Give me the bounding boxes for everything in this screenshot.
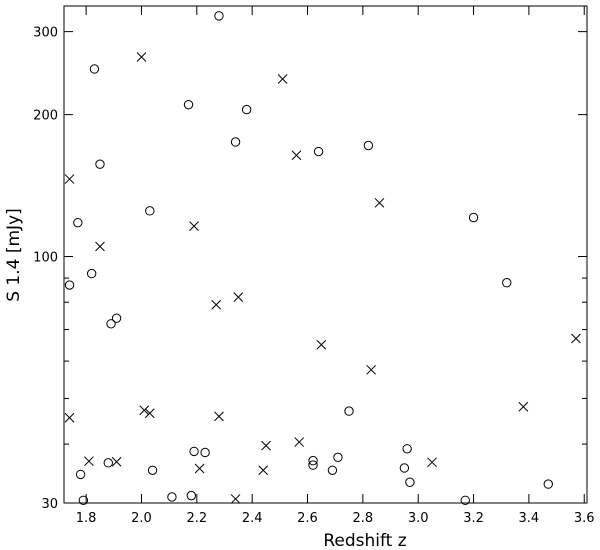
x-tick-label: 2.6 bbox=[297, 511, 318, 526]
cross-point bbox=[233, 292, 244, 303]
circle-point bbox=[111, 313, 122, 323]
cross-point bbox=[571, 333, 581, 344]
cross-point bbox=[95, 241, 105, 252]
x-tick-label: 3.2 bbox=[463, 511, 484, 526]
circle-point bbox=[308, 455, 318, 466]
x-tick-label: 2.0 bbox=[131, 511, 152, 526]
circle-point bbox=[241, 104, 252, 115]
y-tick-label: 200 bbox=[33, 109, 58, 124]
circle-point bbox=[103, 458, 113, 468]
cross-point bbox=[136, 52, 147, 62]
cross-point bbox=[230, 494, 241, 504]
circle-point bbox=[64, 280, 75, 290]
cross-point bbox=[214, 411, 224, 422]
x-tick-label: 3.4 bbox=[519, 511, 540, 526]
circle-point bbox=[460, 495, 470, 505]
circle-point bbox=[313, 146, 324, 157]
x-tick-label: 3.0 bbox=[408, 511, 429, 526]
cross-point bbox=[291, 150, 302, 161]
circle-point bbox=[95, 159, 105, 169]
circle-point bbox=[327, 465, 338, 475]
axis-ticks: 1.8 2.0 2.2 2.4 2.6 2.8 3.0 3.2 3.4 3.6 30 100 200 30… bbox=[33, 6, 595, 526]
plot-frame bbox=[63, 5, 588, 504]
cross-point bbox=[258, 465, 269, 476]
circle-point bbox=[308, 460, 318, 470]
circle-point bbox=[73, 217, 83, 228]
cross-point bbox=[211, 299, 222, 310]
circle-point bbox=[502, 277, 512, 288]
circle-point bbox=[86, 268, 97, 279]
x-tick-label: 2.4 bbox=[242, 511, 263, 526]
circle-point bbox=[402, 444, 412, 454]
cross-point bbox=[111, 456, 122, 467]
circle-point bbox=[78, 495, 89, 505]
circle-point bbox=[399, 463, 410, 473]
circle-point bbox=[89, 64, 100, 74]
cross-point bbox=[294, 437, 305, 447]
cross-point bbox=[64, 412, 75, 423]
y-axis-label: S 1.4 [mJy] bbox=[4, 208, 24, 302]
cross-point bbox=[277, 74, 288, 84]
circle-point bbox=[106, 319, 116, 329]
cross-point bbox=[189, 221, 199, 231]
circle-point bbox=[186, 490, 196, 501]
y-tick-label: 300 bbox=[33, 26, 58, 41]
cross-point bbox=[64, 174, 75, 184]
cross-point bbox=[366, 364, 377, 375]
x-tick-label: 1.8 bbox=[76, 511, 97, 526]
circle-point bbox=[468, 212, 479, 223]
cross-point bbox=[518, 401, 529, 412]
cross-point bbox=[139, 405, 150, 416]
x-tick-label: 2.8 bbox=[353, 511, 374, 526]
circle-point bbox=[333, 452, 343, 463]
cross-point bbox=[427, 457, 437, 468]
circle-point bbox=[189, 446, 199, 457]
cross-point bbox=[374, 197, 385, 208]
circle-point bbox=[167, 492, 177, 502]
y-tick-label: 100 bbox=[33, 251, 58, 266]
circle-point bbox=[543, 479, 553, 489]
plot-border bbox=[63, 5, 588, 504]
circle-point bbox=[145, 206, 155, 216]
x-tick-label: 3.6 bbox=[574, 511, 595, 526]
data-points bbox=[64, 11, 581, 505]
cross-point bbox=[84, 456, 94, 467]
cross-point bbox=[194, 463, 205, 474]
cross-point bbox=[316, 339, 327, 350]
circle-point bbox=[200, 447, 210, 458]
circle-point bbox=[230, 137, 241, 147]
cross-point bbox=[261, 440, 271, 451]
x-tick-label: 2.2 bbox=[186, 511, 207, 526]
circle-point bbox=[344, 406, 354, 416]
x-axis-label: Redshift z bbox=[323, 531, 406, 550]
circle-point bbox=[75, 469, 86, 480]
circle-point bbox=[363, 140, 374, 151]
cross-point bbox=[144, 408, 155, 419]
circle-point bbox=[147, 465, 158, 475]
circle-point bbox=[405, 477, 415, 487]
circle-point bbox=[214, 11, 224, 21]
y-tick-label: 30 bbox=[41, 497, 58, 512]
circle-point bbox=[183, 99, 194, 110]
